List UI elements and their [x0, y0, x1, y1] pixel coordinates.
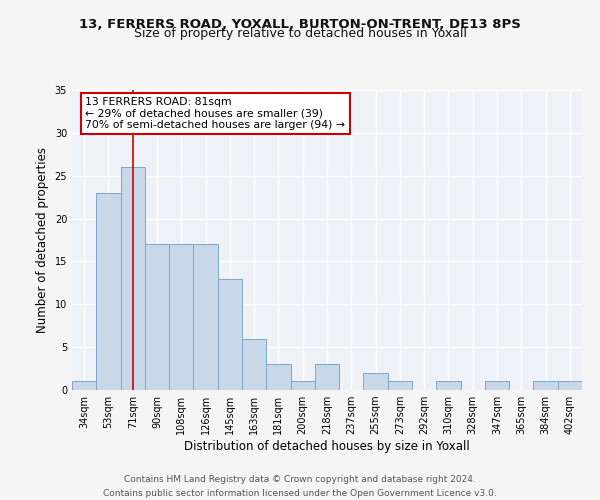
Bar — [436, 382, 461, 390]
Bar — [72, 382, 96, 390]
X-axis label: Distribution of detached houses by size in Yoxall: Distribution of detached houses by size … — [184, 440, 470, 453]
Bar — [558, 382, 582, 390]
Bar — [364, 373, 388, 390]
Text: Contains HM Land Registry data © Crown copyright and database right 2024.
Contai: Contains HM Land Registry data © Crown c… — [103, 476, 497, 498]
Bar — [96, 193, 121, 390]
Bar — [218, 278, 242, 390]
Bar — [315, 364, 339, 390]
Bar — [290, 382, 315, 390]
Text: 13, FERRERS ROAD, YOXALL, BURTON-ON-TRENT, DE13 8PS: 13, FERRERS ROAD, YOXALL, BURTON-ON-TREN… — [79, 18, 521, 30]
Bar — [193, 244, 218, 390]
Text: Size of property relative to detached houses in Yoxall: Size of property relative to detached ho… — [133, 28, 467, 40]
Bar — [169, 244, 193, 390]
Text: 13 FERRERS ROAD: 81sqm
← 29% of detached houses are smaller (39)
70% of semi-det: 13 FERRERS ROAD: 81sqm ← 29% of detached… — [85, 97, 346, 130]
Bar — [485, 382, 509, 390]
Bar — [242, 338, 266, 390]
Bar — [388, 382, 412, 390]
Bar — [121, 167, 145, 390]
Bar — [533, 382, 558, 390]
Bar — [266, 364, 290, 390]
Y-axis label: Number of detached properties: Number of detached properties — [36, 147, 49, 333]
Bar — [145, 244, 169, 390]
